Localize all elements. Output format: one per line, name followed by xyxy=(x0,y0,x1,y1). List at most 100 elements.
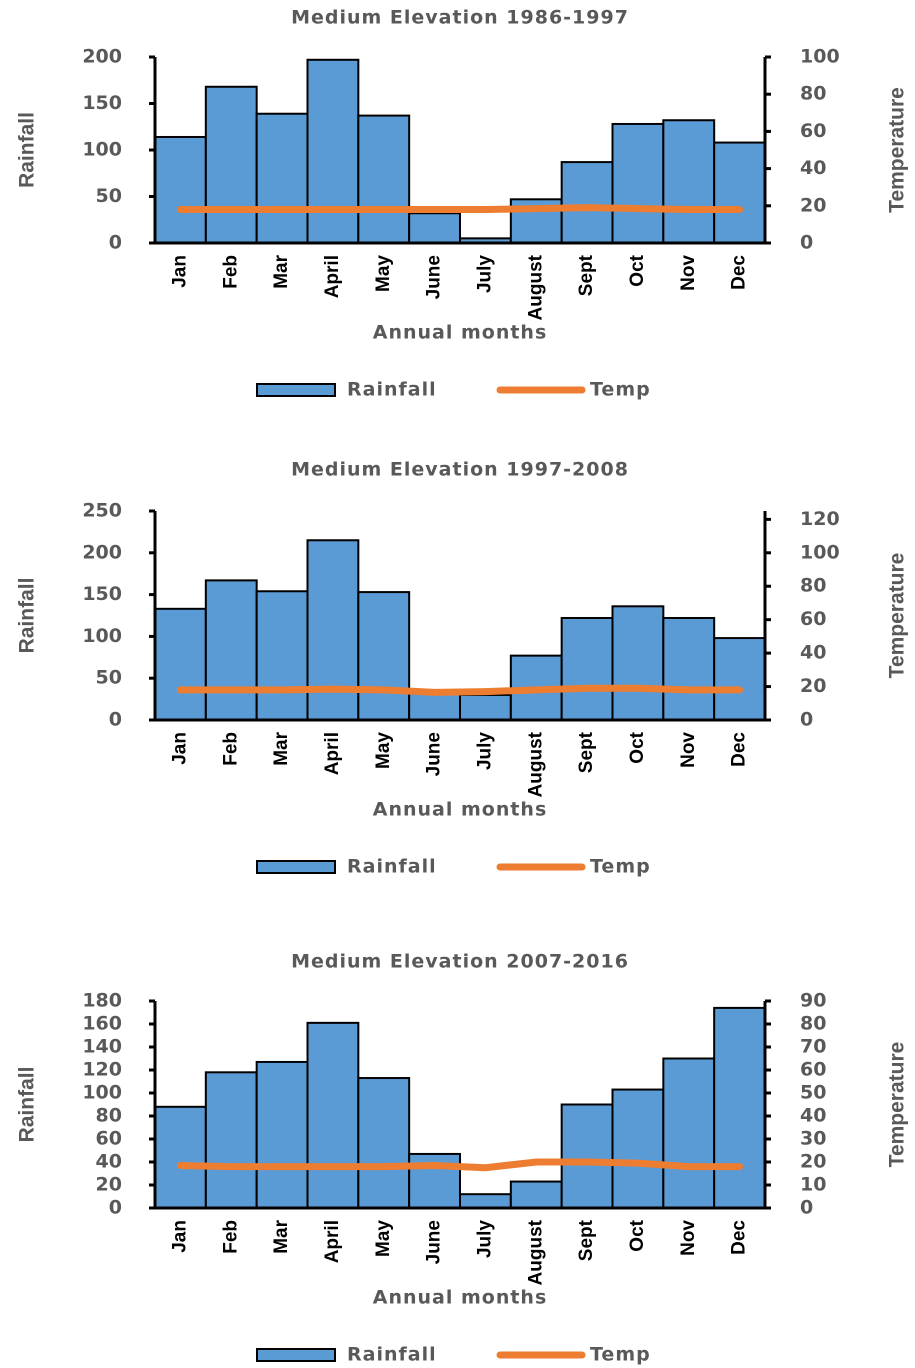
bar xyxy=(306,1021,360,1209)
x-tick-label: Nov xyxy=(678,255,699,291)
y2-tick-label: 60 xyxy=(800,120,826,142)
y-tick-label: 100 xyxy=(82,625,122,647)
y-axis-label: Rainfall xyxy=(16,578,39,654)
bar xyxy=(255,112,309,245)
bar xyxy=(154,607,207,722)
y2-tick-label: 120 xyxy=(800,508,840,530)
bar xyxy=(204,85,258,245)
y-tick-label: 50 xyxy=(96,185,122,207)
x-tick-label: Mar xyxy=(271,254,292,288)
temp-line xyxy=(176,204,744,214)
y-tick-label: 60 xyxy=(96,1128,122,1150)
y2-tick-label: 20 xyxy=(800,194,826,216)
legend-label: Rainfall xyxy=(347,1344,437,1366)
x-tick-label: July xyxy=(474,732,495,770)
x-tick-label: Sept xyxy=(576,731,597,773)
x-tick-label: May xyxy=(373,732,394,769)
x-tick-label: Jan xyxy=(169,732,190,765)
x-tick-label: Sept xyxy=(576,1219,597,1261)
y2-axis-label: Temperature xyxy=(886,553,909,679)
bar xyxy=(255,590,309,721)
y-tick-label: 180 xyxy=(82,990,122,1012)
y-tick-label: 250 xyxy=(82,500,122,522)
y2-tick-label: 100 xyxy=(800,46,840,68)
bar xyxy=(611,122,665,244)
bar xyxy=(611,1088,665,1210)
x-tick-label: Oct xyxy=(627,1219,648,1251)
x-tick-label: June xyxy=(424,1220,445,1264)
bar xyxy=(255,1060,309,1209)
legend-label: Temp xyxy=(590,379,651,401)
y2-tick-label: 80 xyxy=(800,1013,826,1035)
legend-swatch xyxy=(256,1348,336,1362)
x-tick-label: Jan xyxy=(169,1220,190,1253)
y-tick-label: 150 xyxy=(82,92,122,114)
bar xyxy=(459,1193,512,1209)
x-tick-label: April xyxy=(322,1220,343,1263)
x-tick-label: June xyxy=(424,732,445,776)
bar xyxy=(509,1180,563,1210)
y2-tick-label: 20 xyxy=(800,675,826,697)
temp-line xyxy=(176,684,744,696)
y-tick-label: 80 xyxy=(96,1105,122,1127)
y-axis-label: Rainfall xyxy=(16,112,39,188)
bar xyxy=(662,1057,716,1209)
bar xyxy=(306,58,360,245)
y2-tick-label: 60 xyxy=(800,1059,826,1081)
bar xyxy=(713,1006,767,1210)
x-tick-label: April xyxy=(322,732,343,775)
bar xyxy=(204,1071,258,1210)
legend-swatch xyxy=(256,383,336,397)
bar xyxy=(662,617,716,721)
bar xyxy=(408,212,461,245)
y-tick-label: 20 xyxy=(96,1174,122,1196)
x-tick-label: Mar xyxy=(271,731,292,765)
y-tick-label: 40 xyxy=(96,1151,122,1173)
bar xyxy=(306,539,360,722)
y2-tick-label: 80 xyxy=(800,83,826,105)
y-tick-label: 100 xyxy=(82,139,122,161)
y-tick-label: 100 xyxy=(82,1082,122,1104)
chart-title: Medium Elevation 1986-1997 xyxy=(291,7,629,29)
y-tick-label: 140 xyxy=(82,1036,122,1058)
y-tick-label: 0 xyxy=(109,232,122,254)
y-tick-label: 200 xyxy=(82,46,122,68)
x-tick-label: Nov xyxy=(678,732,699,768)
bar xyxy=(154,1105,207,1210)
x-tick-label: August xyxy=(525,254,546,320)
y2-tick-label: 40 xyxy=(800,1105,826,1127)
bar xyxy=(357,114,411,244)
y2-tick-label: 20 xyxy=(800,1151,826,1173)
bar xyxy=(713,637,767,722)
x-axis-label: Annual months xyxy=(373,1287,548,1309)
x-tick-label: July xyxy=(474,255,495,293)
y2-tick-label: 30 xyxy=(800,1128,826,1150)
y2-tick-label: 100 xyxy=(800,541,840,563)
legend-label: Rainfall xyxy=(347,379,437,401)
legend-label: Temp xyxy=(590,1344,651,1366)
legend-label: Temp xyxy=(590,856,651,878)
temp-line xyxy=(176,1158,744,1172)
x-tick-label: Sept xyxy=(576,254,597,296)
y2-tick-label: 40 xyxy=(800,157,826,179)
y-tick-label: 150 xyxy=(82,583,122,605)
x-tick-label: Feb xyxy=(220,732,241,766)
y2-tick-label: 80 xyxy=(800,575,826,597)
x-tick-label: August xyxy=(525,731,546,797)
x-tick-label: Nov xyxy=(678,1220,699,1256)
y2-axis-label: Temperature xyxy=(886,1042,909,1168)
y-tick-label: 0 xyxy=(109,1197,122,1219)
y-tick-label: 0 xyxy=(109,709,122,731)
x-tick-label: Dec xyxy=(729,1220,750,1255)
x-tick-label: Mar xyxy=(271,1219,292,1253)
x-tick-label: Oct xyxy=(627,254,648,286)
y-tick-label: 160 xyxy=(82,1013,122,1035)
y-tick-label: 200 xyxy=(82,541,122,563)
x-tick-label: August xyxy=(525,1219,546,1285)
y2-tick-label: 10 xyxy=(800,1174,826,1196)
x-tick-label: June xyxy=(424,255,445,299)
x-tick-label: Dec xyxy=(729,732,750,767)
y2-tick-label: 90 xyxy=(800,990,826,1012)
bar xyxy=(357,591,411,721)
